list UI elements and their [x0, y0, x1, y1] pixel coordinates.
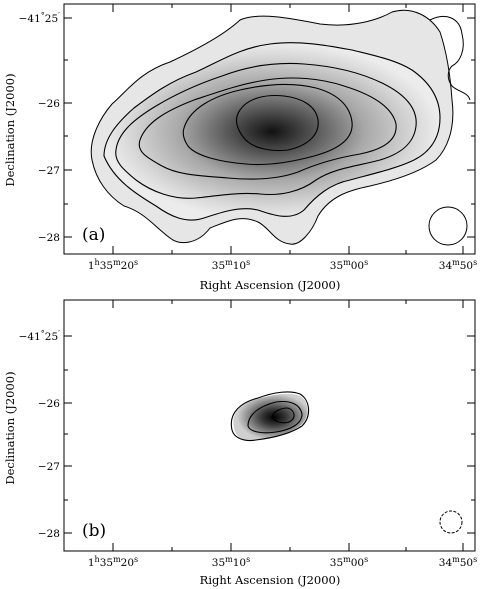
panel-a-contour-3 [115, 62, 417, 199]
panel-b-beam-circle [439, 510, 463, 534]
panel-b-ytick-label: −27 [38, 461, 60, 473]
panel-a-ytick-label: −28 [38, 232, 60, 244]
panel-a-contour-6 [235, 94, 319, 152]
panel-a-xlabel: Right Ascension (J2000) [200, 278, 341, 292]
panel-a-ticks [64, 4, 475, 254]
panel-a-beam-circle [428, 206, 468, 246]
panel-a-contour-4 [138, 77, 397, 180]
panel-b-xlabel: Right Ascension (J2000) [200, 573, 341, 587]
panel-a-ytick-label: −27 [38, 165, 60, 177]
panel-b-ytick-label: −41°25′ [19, 329, 61, 343]
panel-b-ytick-label: −28 [38, 528, 60, 540]
panel-a: (a) −41°25′ −26 −27 −28 1h35m20s [3, 3, 477, 292]
panel-a-xtick-label: 35m00s [330, 258, 368, 272]
panel-b-ylabel: Declination (J2000) [3, 371, 17, 484]
panel-a-ytick-label: −41°25′ [19, 11, 61, 25]
panel-a-label: (a) [82, 225, 105, 245]
panel-b-ticks [64, 300, 475, 551]
panel-a-xtick-label: 1h35m20s [88, 258, 138, 272]
panel-b-xtick-label: 1h35m20s [88, 555, 138, 569]
panel-a-contour-2 [103, 42, 441, 221]
panel-a-xtick-label: 35m10s [212, 258, 250, 272]
panel-b-label: (b) [82, 521, 106, 541]
panel-b-contour-1 [230, 391, 310, 442]
panel-b-contour-3 [271, 407, 295, 424]
panel-b-xtick-label: 34m50s [439, 555, 477, 569]
panel-b-contour-2 [247, 400, 303, 434]
panel-a-shell-contour [429, 16, 471, 101]
panel-b: (b) −41°25′ −26 −27 −28 1h35m20s [3, 299, 477, 587]
panel-a-ytick-label: −26 [38, 98, 60, 110]
panel-a-xtick-label: 34m50s [439, 258, 477, 272]
panel-b-xtick-label: 35m10s [212, 555, 250, 569]
panel-b-xtick-label: 35m00s [330, 555, 368, 569]
panel-b-ytick-label: −26 [38, 398, 60, 410]
panel-a-contour-5 [182, 83, 353, 166]
panel-a-ylabel: Declination (J2000) [3, 73, 17, 186]
